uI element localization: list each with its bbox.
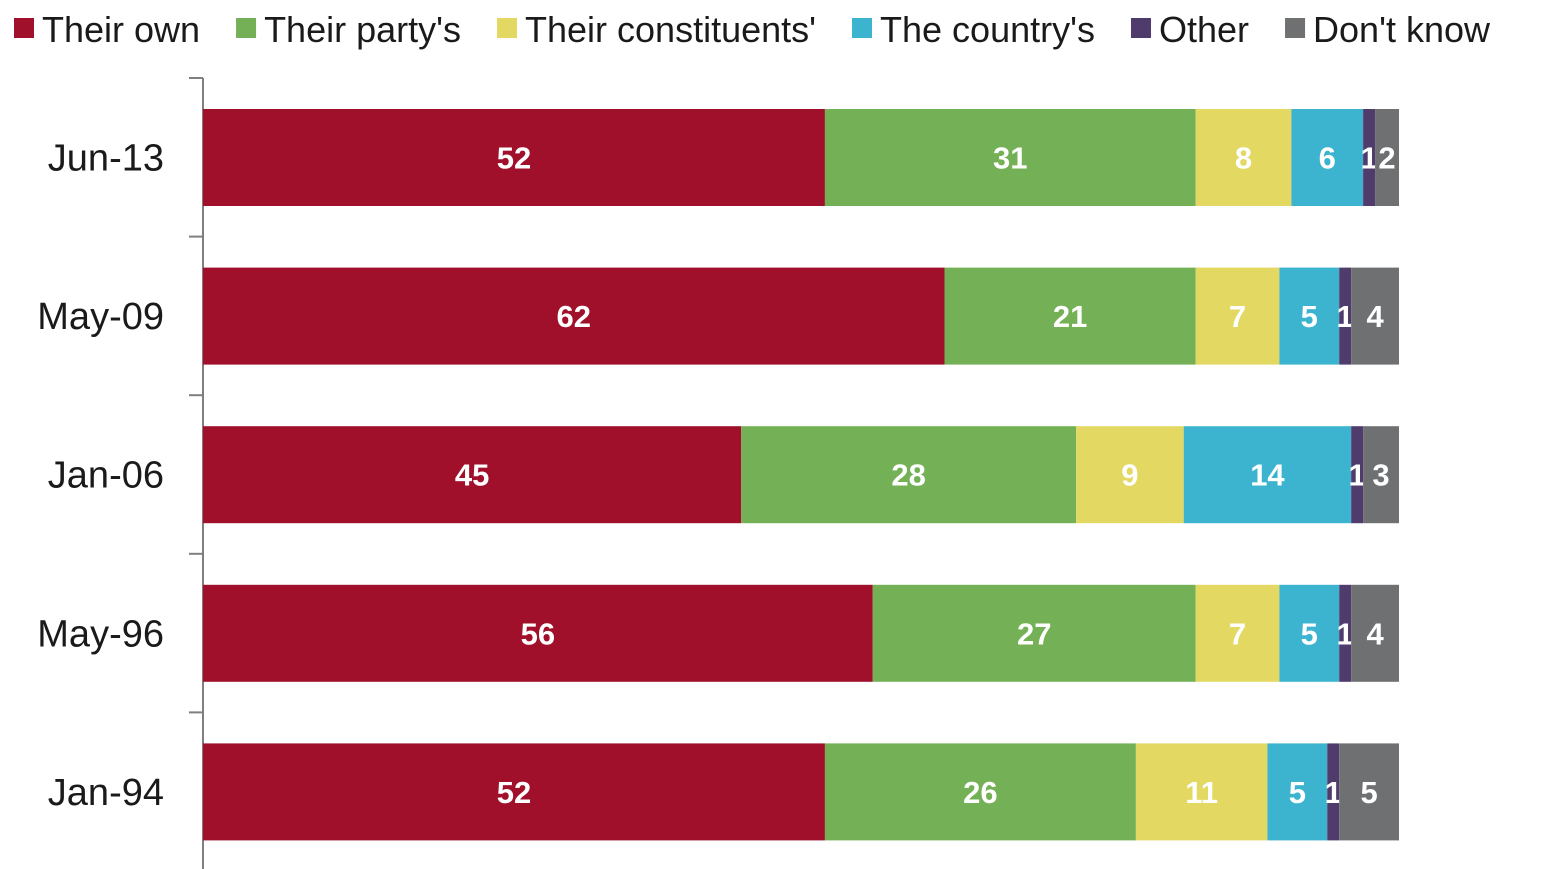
bar-segment-the-country-s [1279,267,1340,365]
bar-segment-other [1363,109,1376,206]
data-label: 31 [993,141,1027,176]
data-label: 45 [455,458,489,493]
data-label: 28 [891,458,925,493]
bar-segment-their-own [203,109,825,206]
legend-item-their-own: Their own [14,9,200,50]
category-label: Jan-94 [48,772,164,814]
data-label: 3 [1372,458,1389,493]
legend-swatch [236,18,257,38]
bar-segment-don-t-know [1351,267,1399,365]
bar-segment-other [1339,267,1352,365]
bar-segment-their-own [203,267,945,365]
data-label: 52 [497,775,531,810]
bar-segment-other [1339,584,1352,682]
data-label: 5 [1289,775,1306,810]
bar-segment-their-constituents [1195,584,1280,682]
legend-label: Their own [42,9,200,50]
category-label: Jan-06 [48,455,164,497]
bar-row-may-96: May-96 56 27 7 5 1 4 [37,584,1399,682]
bar-segment-their-own [203,584,873,682]
bar-segment-don-t-know [1351,584,1399,682]
bar-segment-their-party-s [741,426,1077,524]
data-label: 1 [1337,299,1354,334]
legend-label: Other [1159,9,1249,50]
data-label: 1 [1349,458,1366,493]
bar-row-may-09: May-09 62 21 7 5 1 4 [37,267,1399,365]
legend-label: The country's [880,9,1095,50]
bar-segment-don-t-know [1375,109,1399,206]
data-label: 7 [1229,616,1246,651]
bar-segment-their-party-s [944,267,1196,365]
y-axis [189,77,204,869]
data-label: 1 [1325,775,1342,810]
bar-segment-other [1351,426,1364,524]
bar-segment-don-t-know [1363,426,1399,524]
legend-label: Their constituents' [525,9,816,50]
bar-segment-their-constituents [1076,426,1184,524]
legend-swatch [14,18,34,38]
data-label: 14 [1250,458,1285,493]
data-label: 21 [1053,299,1087,334]
bar-segment-their-party-s [872,584,1196,682]
data-label: 5 [1301,616,1318,651]
data-label: 5 [1360,775,1377,810]
bar-segment-their-constituents [1135,743,1268,841]
legend-swatch [1130,18,1151,38]
legend-label: Their party's [264,9,461,50]
data-label: 9 [1121,458,1138,493]
data-label: 1 [1337,616,1354,651]
bar-segment-other [1327,743,1340,841]
bar-segment-the-country-s [1279,584,1340,682]
data-label: 4 [1366,299,1384,334]
bar-segment-their-constituents [1195,109,1292,206]
data-label: 7 [1229,299,1246,334]
data-label: 52 [497,141,531,176]
data-label: 2 [1378,141,1395,176]
legend-item-their-constituents: Their constituents' [497,9,816,50]
legend-item-the-country-s: The country's [852,9,1095,50]
category-label: Jun-13 [48,138,164,180]
legend-item-their-party-s: Their party's [236,9,461,50]
chart-legend: Their own Their party's Their constituents… [14,9,1491,50]
legend-label: Don't know [1313,9,1491,50]
bar-segment-their-constituents [1195,267,1280,365]
bar-segment-their-own [203,743,825,841]
legend-item-don-t-know: Don't know [1285,9,1491,50]
data-label: 11 [1185,775,1218,810]
bar-segment-the-country-s [1183,426,1352,524]
category-label: May-09 [37,296,164,338]
legend-item-other: Other [1130,9,1249,50]
bar-segment-the-country-s [1291,109,1364,206]
data-label: 26 [963,775,997,810]
data-label: 1 [1360,141,1377,176]
data-label: 56 [521,616,555,651]
data-label: 4 [1366,616,1384,651]
data-label: 5 [1301,299,1318,334]
bar-row-jan-06: Jan-06 45 28 9 14 1 3 [48,426,1399,524]
bar-segment-their-party-s [824,743,1136,841]
legend-swatch [497,18,517,38]
bar-segment-their-party-s [824,109,1196,206]
bar-segment-the-country-s [1267,743,1328,841]
data-label: 8 [1235,141,1252,176]
data-label: 6 [1319,141,1336,176]
category-label: May-96 [37,613,164,655]
data-label: 62 [557,299,591,334]
bar-segment-don-t-know [1339,743,1399,841]
data-label: 27 [1017,616,1051,651]
legend-swatch [852,18,873,38]
bar-row-jun-13: Jun-13 52 31 8 6 1 2 [48,109,1399,206]
bar-segment-their-own [203,426,742,524]
legend-swatch [1285,18,1306,38]
bar-row-jan-94: Jan-94 52 26 11 5 1 5 [48,743,1399,841]
